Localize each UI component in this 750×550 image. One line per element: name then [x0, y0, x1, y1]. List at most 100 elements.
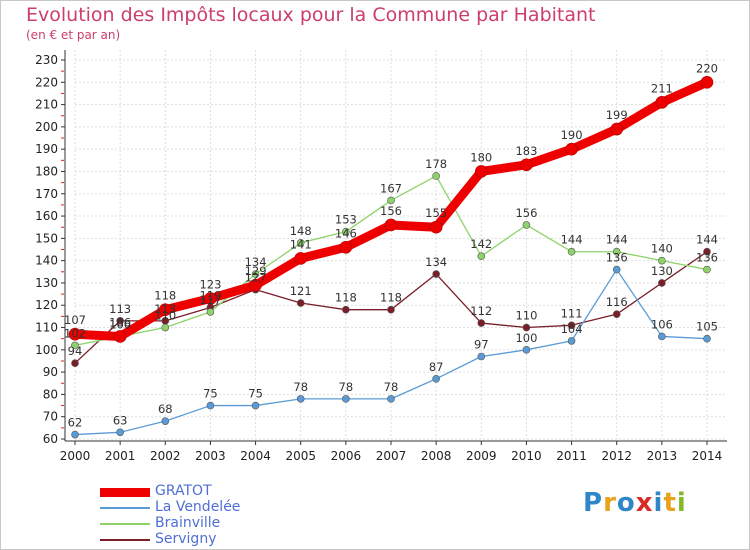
data-label-brainville: 102 — [64, 326, 86, 340]
data-label-la-vendelee: 78 — [339, 380, 354, 394]
y-tick-label: 80 — [43, 387, 58, 401]
grid-layer — [74, 50, 727, 440]
data-point-brainville — [161, 323, 170, 332]
data-point-gratot — [249, 278, 262, 292]
data-label-layer: 94 113 113 119 127 121 118 118 134 112 110 111 116 13… — [64, 61, 718, 429]
data-point-gratot — [294, 252, 308, 265]
data-label-la-vendelee: 62 — [68, 416, 83, 430]
data-point-la-vendelee — [71, 430, 79, 439]
data-point-gratot — [655, 96, 669, 109]
data-label-servigny: 130 — [651, 264, 673, 278]
y-tick-label: 210 — [35, 98, 58, 112]
data-label-brainville: 144 — [561, 233, 583, 247]
data-point-la-vendelee — [342, 395, 350, 403]
x-tick-label: 2012 — [601, 449, 632, 463]
legend-item-la-vendelee: La Vendelée — [100, 499, 360, 516]
y-tick-label: 100 — [35, 343, 58, 357]
data-point-gratot — [384, 218, 398, 232]
data-label-la-vendelee: 106 — [651, 317, 673, 331]
data-point-servigny — [567, 321, 576, 330]
y-tick-label: 150 — [35, 231, 58, 245]
legend-label: La Vendelée — [155, 499, 241, 515]
legend-item-servigny: Servigny — [100, 531, 360, 548]
data-label-servigny: 112 — [470, 304, 492, 318]
data-label-brainville: 178 — [425, 157, 447, 171]
data-label-brainville: 136 — [696, 251, 718, 265]
data-point-la-vendelee — [296, 395, 305, 403]
data-label-la-vendelee: 63 — [113, 413, 128, 427]
data-point-la-vendelee — [658, 332, 666, 341]
logo-letter: o — [616, 488, 636, 518]
data-label-la-vendelee: 105 — [696, 320, 718, 334]
data-point-servigny — [71, 359, 79, 368]
data-label-servigny: 113 — [109, 302, 131, 316]
data-point-servigny — [658, 279, 666, 287]
chart-subtitle: (en € et par an) — [26, 28, 121, 42]
data-label-gratot: 190 — [561, 128, 583, 142]
x-tick-label: 2010 — [511, 449, 542, 463]
data-point-gratot — [158, 303, 172, 316]
data-label-la-vendelee: 78 — [293, 380, 308, 394]
legend-label: Brainville — [155, 515, 221, 531]
data-label-brainville: 134 — [245, 255, 267, 269]
x-tick-label: 2005 — [285, 449, 316, 463]
data-label-gratot: 118 — [154, 289, 176, 303]
x-tick-label: 2011 — [556, 449, 587, 463]
line-chart: 60 70 80 90 100 110 120 130 140 150 160 170 180 190 20… — [35, 50, 727, 463]
data-point-servigny — [116, 317, 124, 325]
data-point-brainville — [342, 227, 350, 236]
chart-title: Evolution des Impôts locaux pour la Comm… — [26, 4, 596, 26]
data-label-gratot: 199 — [606, 108, 628, 122]
data-point-gratot — [474, 165, 488, 178]
y-tick-label: 230 — [35, 53, 58, 67]
data-point-servigny — [477, 319, 486, 327]
y-tick-label: 160 — [35, 209, 58, 223]
x-tick-label: 2004 — [240, 449, 271, 463]
legend-label: Servigny — [155, 531, 217, 547]
data-point-gratot — [339, 240, 353, 254]
legend-swatch — [100, 507, 150, 509]
data-label-la-vendelee: 100 — [515, 331, 537, 345]
data-point-servigny — [522, 323, 531, 332]
data-point-la-vendelee — [206, 401, 215, 410]
data-label-gratot: 129 — [245, 264, 267, 278]
data-label-la-vendelee: 136 — [606, 251, 628, 265]
x-tick-label: 2002 — [150, 449, 181, 463]
data-label-gratot: 220 — [696, 61, 718, 75]
data-point-servigny — [342, 305, 350, 314]
data-label-la-vendelee: 78 — [384, 380, 399, 394]
data-label-gratot: 211 — [651, 81, 673, 95]
data-point-brainville — [251, 270, 260, 278]
data-point-la-vendelee — [251, 401, 260, 410]
data-point-la-vendelee — [387, 395, 395, 403]
proxiti-logo: Proxiti — [583, 488, 687, 518]
data-point-gratot — [520, 158, 533, 172]
data-label-la-vendelee: 104 — [561, 322, 583, 336]
logo-letter: r — [603, 488, 617, 518]
y-tick-label: 180 — [35, 164, 58, 178]
data-label-gratot: 141 — [290, 237, 312, 251]
data-point-servigny — [387, 305, 395, 314]
data-point-la-vendelee — [703, 334, 711, 343]
data-label-la-vendelee: 68 — [158, 402, 173, 416]
data-point-la-vendelee — [116, 428, 124, 437]
data-label-gratot: 155 — [425, 206, 447, 220]
logo-letter: t — [663, 488, 677, 518]
legend-label: GRATOT — [155, 483, 212, 499]
data-point-brainville — [522, 221, 531, 229]
data-label-brainville: 106 — [109, 317, 131, 331]
data-label-servigny: 144 — [696, 233, 718, 247]
series-layer — [68, 75, 714, 439]
data-label-servigny: 118 — [335, 291, 357, 305]
y-tick-label: 120 — [35, 298, 58, 312]
data-point-brainville — [206, 308, 215, 316]
x-tick-label: 2006 — [331, 449, 362, 463]
y-tick-label: 110 — [35, 321, 58, 335]
data-label-brainville: 167 — [380, 181, 402, 195]
data-point-servigny — [703, 247, 711, 256]
y-tick-label: 90 — [43, 365, 58, 379]
legend-swatch — [100, 523, 150, 525]
legend-swatch — [100, 488, 150, 497]
x-tick-label: 2000 — [60, 449, 91, 463]
